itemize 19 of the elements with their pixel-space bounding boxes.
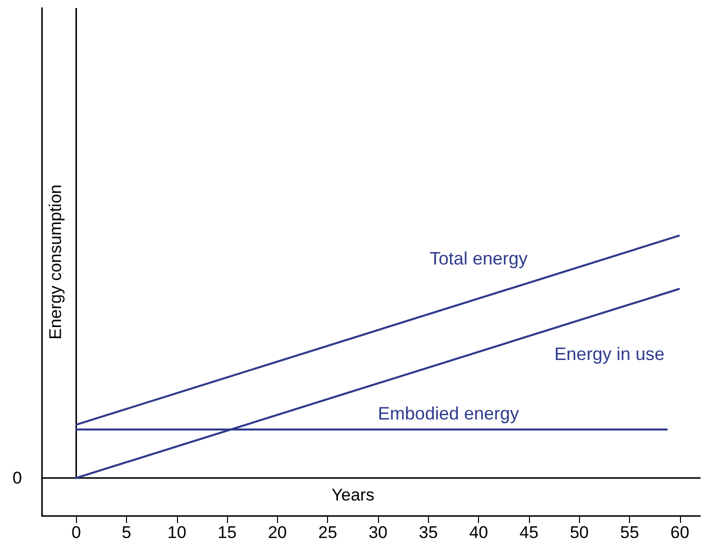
x-tick-label: 45	[520, 523, 538, 542]
x-tick-label: 15	[218, 523, 237, 542]
x-tick-label: 20	[268, 523, 287, 542]
series-label: Embodied energy	[378, 404, 520, 424]
x-tick-label: 25	[318, 523, 338, 542]
x-tick-label: 60	[670, 523, 690, 542]
x-tick-label: 50	[570, 523, 589, 542]
x-tick-label: 40	[469, 523, 488, 542]
x-tick-label: 35	[418, 523, 438, 542]
x-tick-label: 5	[122, 523, 132, 542]
y-axis-title: Energy consumption	[46, 184, 65, 340]
x-tick-label: 55	[620, 523, 640, 542]
x-tick-label: 30	[368, 523, 388, 542]
x-axis-title: Years	[331, 485, 374, 504]
x-tick-label: 0	[71, 523, 81, 542]
text: 0	[12, 468, 22, 488]
x-tick-label: 10	[167, 523, 186, 542]
series-label: Energy in use	[554, 344, 664, 364]
series-label: Total energy	[430, 248, 528, 268]
